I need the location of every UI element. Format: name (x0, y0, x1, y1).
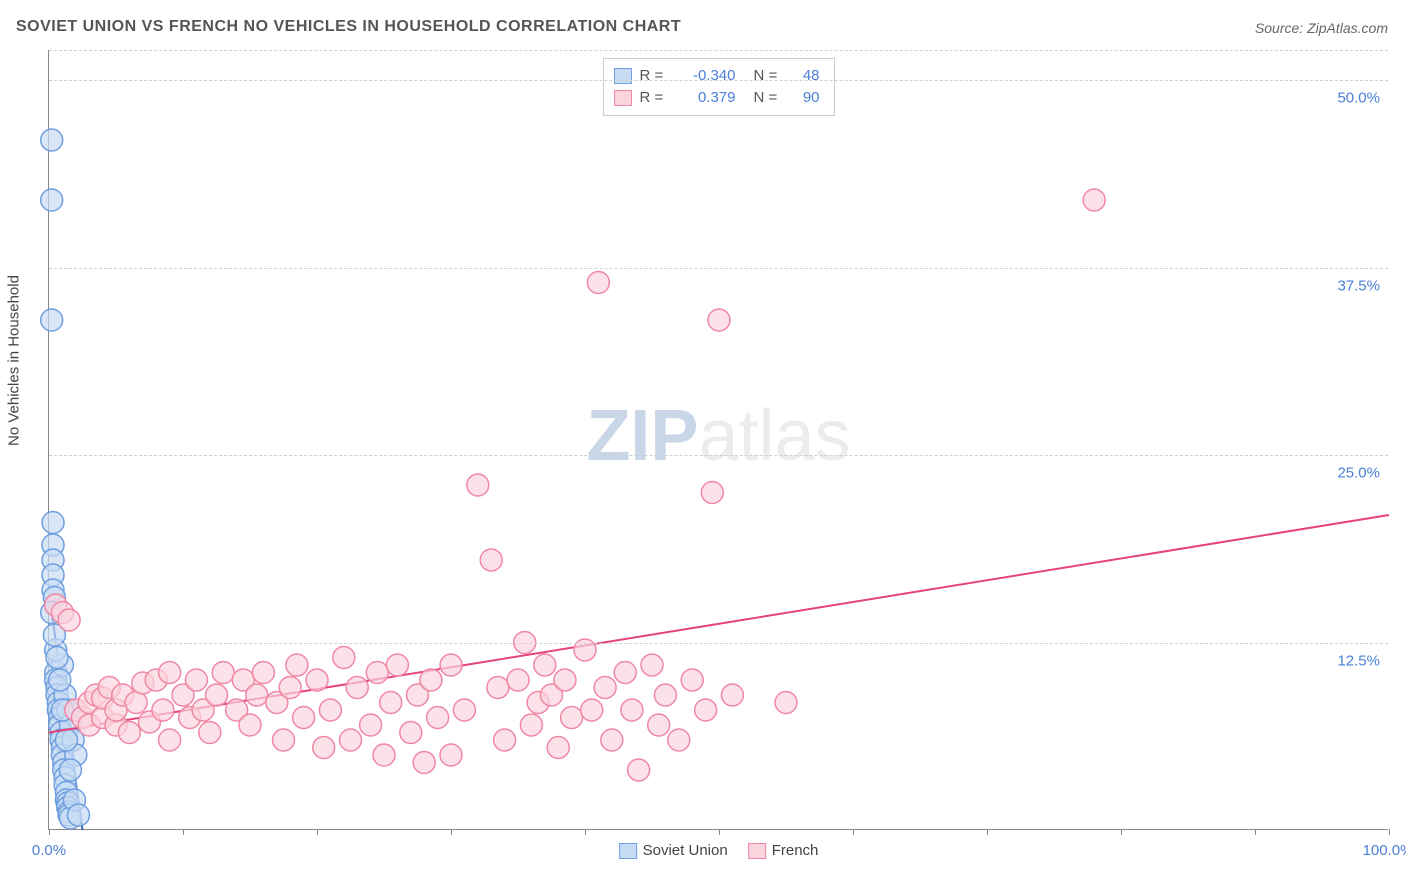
correlation-legend: R = -0.340 N = 48 R = 0.379 N = 90 (603, 58, 835, 116)
y-tick-label: 12.5% (1337, 652, 1380, 669)
y-tick-label: 25.0% (1337, 465, 1380, 482)
legend-item-french: French (748, 842, 819, 859)
x-tick-last: 100.0% (1363, 842, 1406, 859)
legend-label-french: French (772, 842, 819, 859)
r-value-french: 0.379 (676, 87, 736, 109)
n-value-french: 90 (790, 87, 820, 109)
r-label: R = (640, 65, 668, 87)
legend-row-french: R = 0.379 N = 90 (614, 87, 820, 109)
y-tick-label: 50.0% (1337, 90, 1380, 107)
chart-container: SOVIET UNION VS FRENCH NO VEHICLES IN HO… (0, 0, 1406, 892)
chart-title: SOVIET UNION VS FRENCH NO VEHICLES IN HO… (16, 18, 681, 36)
swatch-french-bottom (748, 843, 766, 859)
r-label: R = (640, 87, 668, 109)
r-value-soviet: -0.340 (676, 65, 736, 87)
source-attribution: Source: ZipAtlas.com (1255, 20, 1388, 36)
swatch-soviet (614, 68, 632, 84)
y-axis-title: No Vehicles in Household (6, 275, 23, 446)
y-tick-label: 37.5% (1337, 277, 1380, 294)
swatch-french (614, 90, 632, 106)
plot-area: ZIPatlas R = -0.340 N = 48 R = 0.379 N =… (48, 50, 1388, 830)
swatch-soviet-bottom (619, 843, 637, 859)
legend-item-soviet: Soviet Union (619, 842, 728, 859)
n-value-soviet: 48 (790, 65, 820, 87)
series-legend: Soviet Union French (619, 842, 819, 859)
n-label: N = (754, 65, 782, 87)
legend-row-soviet: R = -0.340 N = 48 (614, 65, 820, 87)
n-label: N = (754, 87, 782, 109)
legend-label-soviet: Soviet Union (643, 842, 728, 859)
chart-svg (49, 50, 1388, 829)
x-tick-first: 0.0% (32, 842, 66, 859)
